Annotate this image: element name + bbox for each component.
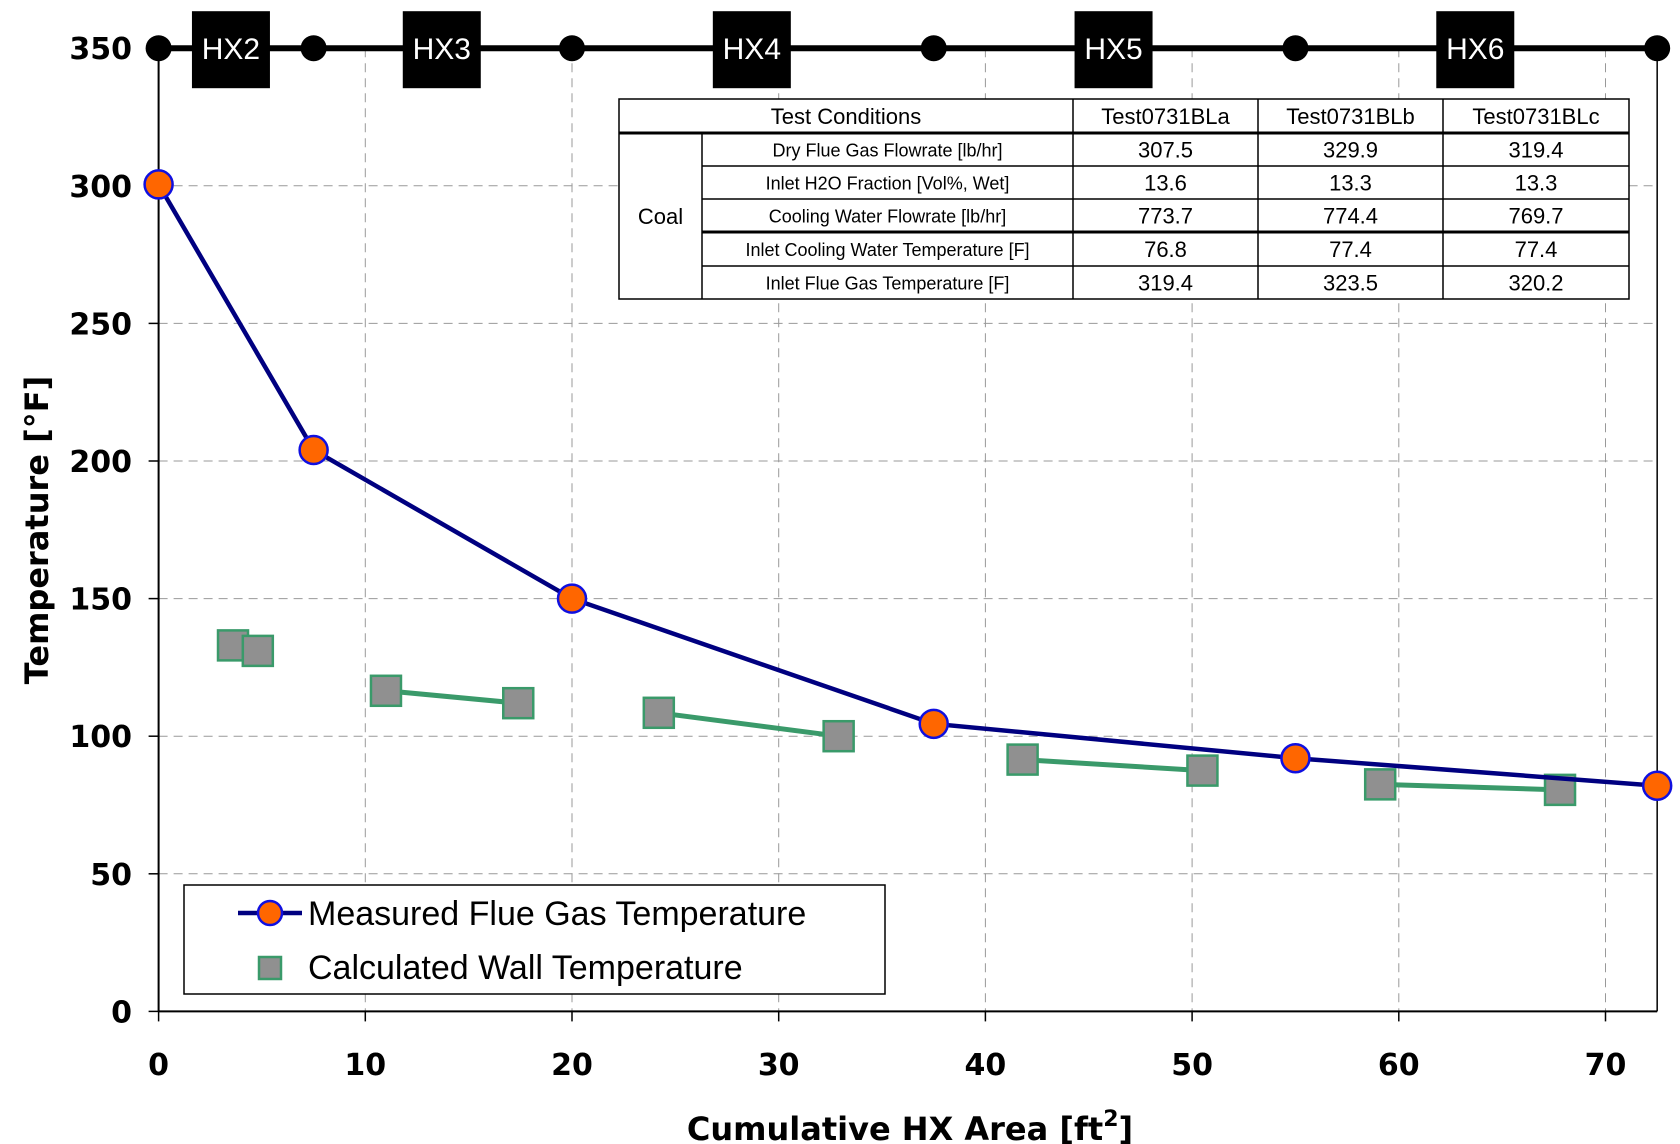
flue-gas-point [1641, 770, 1673, 801]
x-tick-label: 30 [758, 1048, 800, 1083]
wall-temp-segment [1380, 781, 1561, 793]
wall-temp-point [369, 674, 403, 708]
legend: Measured Flue Gas Temperature Calculated … [183, 884, 886, 995]
wall-temp-segment [1022, 757, 1203, 774]
table-row-label: Cooling Water Flowrate [lb/hr] [769, 207, 1006, 227]
table-cell: 307.5 [1138, 138, 1193, 163]
legend-box [183, 884, 886, 995]
hx-boundary-dot [559, 35, 585, 62]
wall-temp-segment [385, 688, 519, 706]
wall-temp-point [1363, 768, 1397, 801]
flue-gas-point [556, 583, 588, 614]
hx-stage-label: HX2 [202, 33, 260, 66]
hx-stage-label: HX3 [413, 33, 471, 66]
wall-temp-point [1186, 754, 1219, 787]
hx-stage-label: HX4 [723, 33, 781, 66]
table-cell: 13.6 [1144, 171, 1187, 196]
table-cell: 319.4 [1138, 271, 1193, 296]
wall-temp-point [241, 634, 275, 668]
legend-flue-label: Measured Flue Gas Temperature [308, 895, 806, 933]
hx-stage-box [191, 11, 270, 89]
table-header-cell: Test0731BLc [1472, 104, 1599, 129]
table-cell: 323.5 [1323, 271, 1378, 296]
table-cell: 77.4 [1329, 237, 1372, 262]
y-tick-label: 0 [111, 995, 132, 1030]
flue-gas-line [156, 183, 1658, 788]
x-tick-label: 20 [551, 1048, 593, 1083]
y-tick-label: 250 [69, 307, 132, 342]
y-tick-label: 150 [69, 583, 132, 618]
table-row-label: Inlet Flue Gas Temperature [F] [766, 274, 1010, 294]
y-tick-label: 300 [69, 170, 132, 205]
hx-stage-bar: HX2 HX3 HX4 HX5 HX6 [145, 11, 1671, 89]
x-axis-label: Cumulative HX Area [ft2] [687, 1107, 1133, 1144]
x-tick-label: 40 [965, 1048, 1007, 1083]
table-cell: 76.8 [1144, 237, 1187, 262]
hx-stage-box [402, 11, 481, 89]
wall-temp-point [642, 696, 676, 730]
x-tick-label: 70 [1585, 1048, 1627, 1083]
table-group-label: Coal [638, 204, 683, 229]
hx-boundary-dot [920, 35, 947, 62]
x-tick-label: 50 [1171, 1048, 1213, 1083]
flue-gas-point [1280, 742, 1311, 774]
y-tick-label: 350 [69, 32, 132, 67]
axes: 0 10 20 30 40 50 60 70 0 50 100 150 200 250 300 350 [69, 32, 1658, 1083]
hx-boundary-dot [145, 35, 172, 62]
hx-stage-label: HX6 [1446, 33, 1504, 66]
table-row-label: Dry Flue Gas Flowrate [lb/hr] [772, 141, 1002, 161]
table-cell: 319.4 [1508, 138, 1563, 163]
table-header-cell: Test0731BLa [1101, 104, 1230, 129]
x-tick-label: 10 [344, 1048, 386, 1083]
legend-wall-marker [257, 955, 283, 981]
table-cell: 773.7 [1138, 204, 1193, 229]
wall-temp-point [822, 719, 855, 753]
table-cell: 13.3 [1329, 171, 1372, 196]
table-cell: 77.4 [1515, 237, 1558, 262]
flue-gas-point [918, 708, 949, 740]
flue-gas-point [143, 169, 174, 200]
table-row-label: Inlet Cooling Water Temperature [F] [745, 240, 1029, 260]
flue-gas-point [298, 434, 329, 466]
table-cell: 13.3 [1515, 171, 1558, 196]
legend-flue-marker [256, 899, 284, 927]
x-tick-label: 60 [1378, 1048, 1420, 1083]
hx-stage-label: HX5 [1084, 33, 1142, 66]
test-conditions-table: Test Conditions Test0731BLa Test0731BLb Tes… [618, 98, 1630, 300]
y-axis-label: Temperature [°F] [18, 376, 56, 684]
hx-boundary-dot [1282, 35, 1309, 62]
wall-temp-point [502, 686, 535, 720]
wall-temp-segment [658, 710, 839, 739]
hx-boundary-dot [300, 35, 327, 62]
table-header-cell: Test Conditions [771, 104, 921, 129]
table-row-label: Inlet H2O Fraction [Vol%, Wet] [766, 174, 1010, 194]
legend-wall-label: Calculated Wall Temperature [308, 949, 743, 987]
x-tick-label: 0 [148, 1048, 169, 1083]
y-tick-label: 100 [69, 720, 132, 755]
hx-stage-box [712, 11, 791, 89]
table-header-cell: Test0731BLb [1286, 104, 1414, 129]
hx-stage-box [1436, 11, 1515, 89]
wall-temp-point [1006, 743, 1039, 776]
y-tick-label: 200 [69, 445, 132, 480]
y-tick-label: 50 [90, 858, 132, 893]
table-cell: 320.2 [1508, 271, 1563, 296]
table-cell: 774.4 [1323, 204, 1378, 229]
table-cell: 769.7 [1508, 204, 1563, 229]
series-layer [143, 169, 1673, 807]
hx-boundary-dot [1644, 35, 1671, 62]
hx-stage-box [1074, 11, 1153, 89]
table-cell: 329.9 [1323, 138, 1378, 163]
